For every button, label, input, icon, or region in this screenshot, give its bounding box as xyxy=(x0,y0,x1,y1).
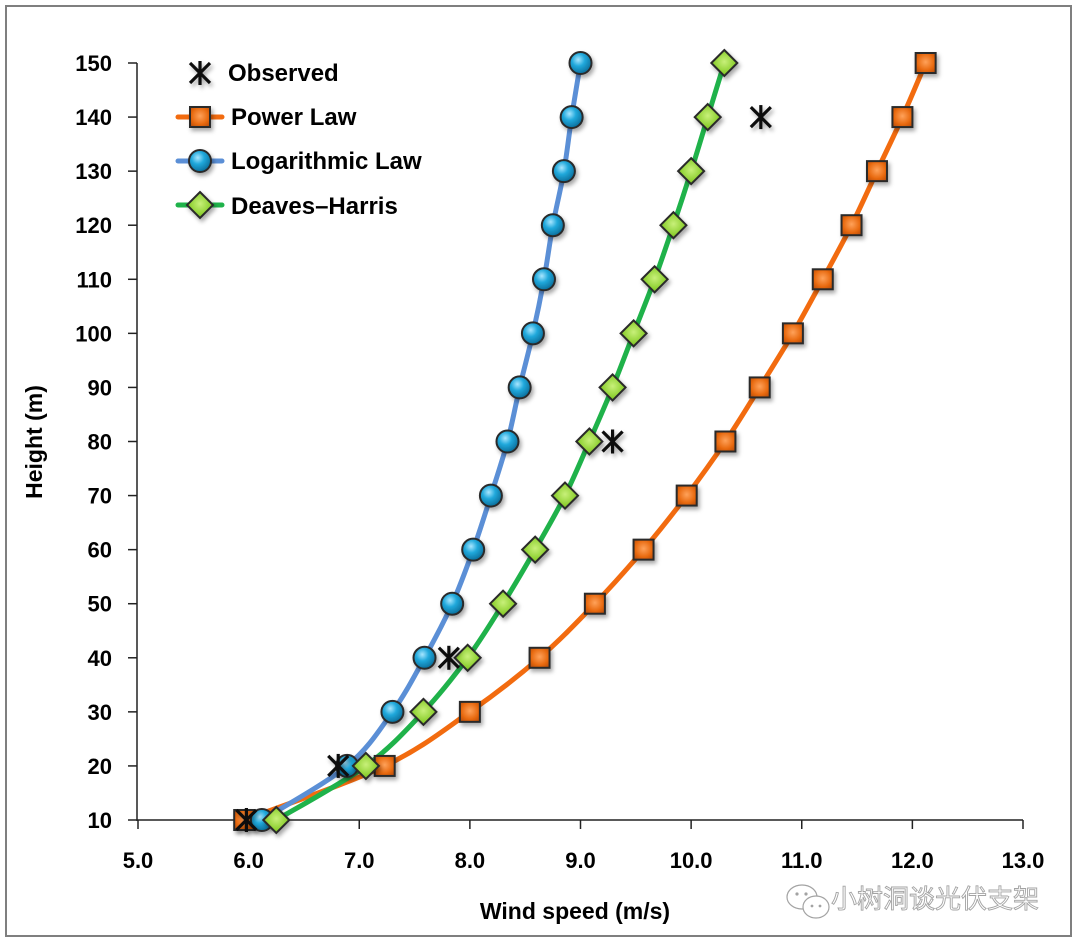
diamond-marker-icon xyxy=(185,190,215,220)
y-tick-label: 10 xyxy=(88,808,112,833)
data-point-deaves-harris xyxy=(598,373,627,402)
x-tick-label: 9.0 xyxy=(565,848,596,873)
legend-item-logarithmic-law[interactable]: Logarithmic Law xyxy=(175,148,422,175)
legend-label-power-law: Power Law xyxy=(231,104,357,131)
data-point-logarithmic-law xyxy=(440,591,465,616)
data-point-observed xyxy=(601,429,624,454)
x-tick-label: 11.0 xyxy=(781,848,823,873)
data-point-power-law xyxy=(748,376,771,399)
legend-marker-deaves-harris xyxy=(185,190,215,220)
y-tick-label: 130 xyxy=(75,159,112,184)
data-point-logarithmic-law xyxy=(551,159,576,184)
legend-marker-logarithmic-law xyxy=(188,149,212,173)
data-point-deaves-harris xyxy=(351,751,381,781)
data-point-power-law xyxy=(840,214,863,237)
x-tick-label: 13.0 xyxy=(1002,848,1045,873)
y-tick-label: 60 xyxy=(88,538,112,563)
x-tick-label: 8.0 xyxy=(455,848,486,873)
legend-label-logarithmic-law: Logarithmic Law xyxy=(231,148,422,175)
data-point-power-law xyxy=(914,52,937,74)
data-point-deaves-harris xyxy=(574,427,604,456)
y-tick-label: 150 xyxy=(75,51,112,76)
data-point-logarithmic-law xyxy=(559,105,584,130)
data-point-logarithmic-law xyxy=(495,429,520,454)
x-axis-title: Wind speed (m/s) xyxy=(480,898,670,924)
data-point-observed xyxy=(327,753,350,778)
asterisk-marker-icon xyxy=(188,61,212,85)
data-point-power-law xyxy=(811,268,834,291)
data-point-deaves-harris xyxy=(659,210,688,240)
x-tick-label: 7.0 xyxy=(344,848,375,873)
y-tick-label: 40 xyxy=(88,646,112,671)
y-tick-label: 30 xyxy=(88,700,112,725)
x-tick-label: 5.0 xyxy=(123,848,154,873)
data-point-deaves-harris xyxy=(709,48,739,78)
data-point-deaves-harris xyxy=(693,102,723,132)
data-point-power-law xyxy=(528,646,551,669)
data-point-logarithmic-law xyxy=(540,213,565,238)
data-point-power-law xyxy=(714,430,737,453)
legend-marker-observed xyxy=(188,61,212,85)
data-point-logarithmic-law xyxy=(507,375,532,400)
x-tick-label: 12.0 xyxy=(891,848,934,873)
y-tick-label: 120 xyxy=(75,213,112,238)
y-tick-label: 20 xyxy=(88,754,112,779)
y-axis-title: Height (m) xyxy=(21,385,47,499)
data-point-logarithmic-law xyxy=(520,321,545,346)
data-point-logarithmic-law xyxy=(461,537,486,562)
data-point-power-law xyxy=(632,538,655,561)
data-point-deaves-harris xyxy=(676,156,706,186)
data-point-power-law xyxy=(583,592,606,615)
data-point-observed xyxy=(235,808,258,832)
data-point-logarithmic-law xyxy=(531,267,556,292)
data-point-logarithmic-law xyxy=(380,699,405,724)
data-point-deaves-harris xyxy=(619,318,649,348)
y-tick-label: 70 xyxy=(88,484,112,509)
y-tick-label: 100 xyxy=(75,321,112,346)
data-point-power-law xyxy=(891,106,914,129)
legend-label-observed: Observed xyxy=(228,60,339,87)
legend: Observed Power Law Logarithmic Law Deave… xyxy=(175,60,422,220)
data-point-logarithmic-law xyxy=(412,645,437,670)
y-tick-label: 50 xyxy=(88,592,112,617)
data-point-logarithmic-law xyxy=(568,51,593,75)
legend-item-power-law[interactable]: Power Law xyxy=(175,104,357,131)
y-tick-label: 110 xyxy=(77,267,113,292)
watermark: 小树洞谈光伏支架 xyxy=(786,884,1039,919)
data-point-deaves-harris xyxy=(520,535,550,565)
data-point-deaves-harris xyxy=(488,589,518,619)
watermark-text: 小树洞谈光伏支架 xyxy=(831,885,1039,915)
data-point-power-law xyxy=(675,484,698,507)
data-point-power-law xyxy=(458,700,481,723)
data-point-deaves-harris xyxy=(640,264,670,294)
data-point-logarithmic-law xyxy=(478,483,503,508)
legend-item-observed[interactable]: Observed xyxy=(188,60,339,87)
legend-item-deaves-harris[interactable]: Deaves–Harris xyxy=(175,190,398,220)
series-markers xyxy=(233,48,937,835)
data-point-power-law xyxy=(865,160,888,183)
legend-label-deaves-harris: Deaves–Harris xyxy=(231,193,398,220)
data-point-observed xyxy=(749,105,772,130)
x-tick-label: 10.0 xyxy=(670,848,713,873)
y-tick-label: 80 xyxy=(88,430,112,455)
data-point-deaves-harris xyxy=(261,805,291,835)
data-point-deaves-harris xyxy=(408,697,438,727)
data-point-deaves-harris xyxy=(453,643,483,673)
wechat-icon xyxy=(786,884,830,919)
y-tick-label: 140 xyxy=(75,105,112,130)
data-point-power-law xyxy=(781,322,804,345)
circle-marker-icon xyxy=(188,149,212,173)
x-tick-label: 6.0 xyxy=(233,848,264,873)
legend-marker-power-law xyxy=(189,106,211,128)
y-tick-label: 90 xyxy=(88,375,112,400)
data-point-deaves-harris xyxy=(550,481,580,510)
data-point-observed xyxy=(437,645,460,670)
square-marker-icon xyxy=(189,106,211,128)
